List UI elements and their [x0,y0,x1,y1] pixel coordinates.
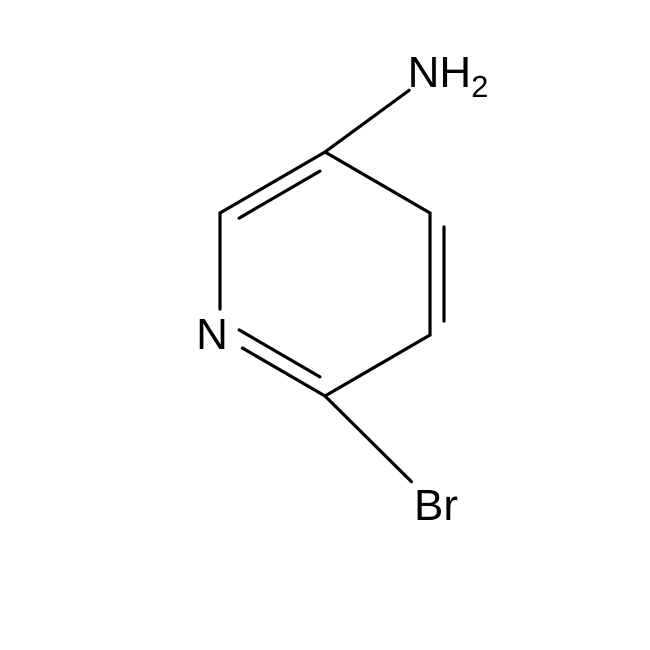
bond-layer [0,0,650,650]
molecule-canvas: N NH2 Br [0,0,650,650]
atom-label-br: Br [414,484,458,528]
atom-label-n5_bl: N [196,313,228,357]
atom-label-nh2: NH2 [408,51,489,95]
